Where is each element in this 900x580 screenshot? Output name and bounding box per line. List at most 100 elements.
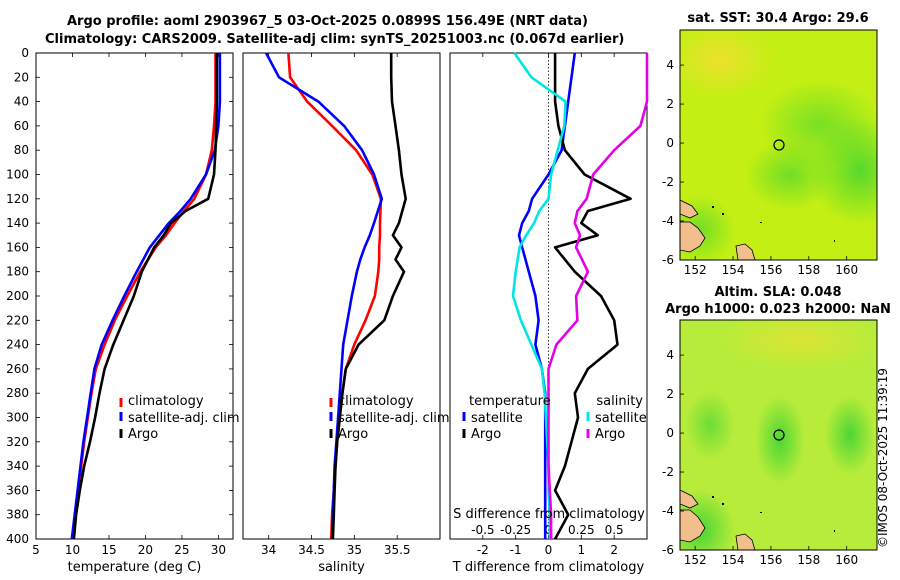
depth-tick-label: 360 (6, 483, 29, 497)
s-diff-tick-label: 0.5 (605, 523, 624, 537)
x-tick-label: 5 (32, 543, 40, 557)
legend-t-satellite-label: satellite (471, 411, 523, 426)
depth-tick-label: 200 (6, 289, 29, 303)
depth-tick-label: 0 (21, 46, 29, 60)
sst-cool-patch (810, 115, 877, 225)
legend-climatology-label: climatology (338, 394, 414, 409)
figure-title-line1: Argo profile: aoml 2903967_5 03-Oct-2025… (67, 14, 588, 29)
land-coastline (680, 489, 699, 509)
difference-panel: -2 -1 0 1 2 -0.5 -0.25 0 0.25 0.5 T difference f… (449, 52, 649, 575)
legend-salinity-title: salinity (596, 394, 643, 409)
island (760, 222, 762, 223)
depth-tick-label: 300 (6, 411, 29, 425)
depth-tick-label: 280 (6, 386, 29, 400)
lat-tick-label: 0 (666, 136, 674, 150)
series-s-argo (547, 53, 649, 539)
salinity-series (264, 52, 408, 540)
depth-tick-label: 140 (6, 216, 29, 230)
sst-warm-patch (680, 30, 775, 100)
lat-tick-label: -6 (662, 253, 674, 267)
sst-map-title: sat. SST: 30.4 Argo: 29.6 (687, 11, 868, 26)
sla-map-axes: 152 154 156 158 160 4 2 0 -2 -4 -6 (662, 348, 858, 567)
x-tick-label: 30 (211, 543, 226, 557)
depth-tick-label: 40 (14, 95, 29, 109)
depth-tick-label: 240 (6, 338, 29, 352)
legend-satellite-label: satellite-adj. clim (128, 411, 240, 426)
x-tick-label: 25 (174, 543, 189, 557)
sla-low-patch (685, 390, 735, 460)
salinity-plot-frame (242, 52, 441, 540)
lat-tick-label: -6 (662, 543, 674, 557)
lat-tick-label: -4 (662, 214, 674, 228)
x-tick-label: 35 (347, 543, 362, 557)
s-diff-tick-label: -0.25 (500, 523, 531, 537)
land-coastline (735, 243, 756, 260)
depth-tick-label: 100 (6, 168, 29, 182)
depth-tick-label: 380 (6, 508, 29, 522)
lat-tick-label: -2 (662, 465, 674, 479)
sla-map-title: Altim. SLA: 0.048 (715, 285, 842, 300)
temperature-series (70, 53, 222, 540)
lon-tick-label: 156 (759, 553, 782, 567)
salinity-legend: climatology satellite-adj. clim Argo (329, 394, 450, 442)
x-tick-label: 20 (138, 543, 153, 557)
difference-legend: temperature salinity satellite Argo sate… (462, 394, 647, 442)
legend-s-satellite-label: satellite (595, 411, 647, 426)
lat-tick-label: 4 (666, 348, 674, 362)
s-diff-tick-label: 0.25 (568, 523, 595, 537)
island (722, 503, 724, 505)
lon-tick-label: 158 (797, 553, 820, 567)
sst-map-frame (679, 29, 878, 261)
island (834, 240, 835, 242)
series-argo (331, 53, 408, 540)
x-tick-label: -2 (477, 543, 489, 557)
depth-tick-label: 260 (6, 362, 29, 376)
x-tick-label: -1 (510, 543, 522, 557)
land-coastline (735, 533, 756, 550)
x-tick-label: 1 (578, 543, 586, 557)
copyright-stamp-text: ©IMOS 08-Oct-2025 11:39:19 (876, 367, 890, 548)
island (712, 206, 714, 208)
argo-location-marker (773, 429, 785, 441)
x-tick-label: 34.5 (298, 543, 325, 557)
legend-climatology-label: climatology (128, 394, 204, 409)
depth-tick-label: 400 (6, 532, 29, 546)
lat-tick-label: 0 (666, 426, 674, 440)
legend-s-argo-label: Argo (595, 427, 625, 442)
s-diff-tick-label: -0.5 (471, 523, 494, 537)
depth-axis: 0 20 40 60 80 100 120 140 160 180 200 220 240 260 280 3… (6, 46, 647, 546)
lon-tick-label: 160 (835, 263, 858, 277)
t-difference-axis-label: T difference from climatology (452, 560, 645, 575)
sla-map-subtitle: Argo h1000: 0.023 h2000: NaN (665, 302, 891, 317)
x-tick-label: 10 (65, 543, 80, 557)
temperature-panel: 0204060801001201401601802002202402602803… (6, 46, 647, 575)
sst-map: sat. SST: 30.4 Argo: 29.6 152 154 156 158 16… (662, 11, 878, 277)
island (834, 530, 835, 532)
temperature-legend: climatology satellite-adj. clim Argo (119, 394, 240, 442)
temperature-axis-label: temperature (deg C) (68, 560, 202, 575)
x-tick-label: 35.5 (384, 543, 411, 557)
depth-tick-label: 20 (14, 70, 29, 84)
land-coastline (680, 509, 706, 543)
lon-tick-label: 152 (684, 553, 707, 567)
depth-tick-label: 220 (6, 313, 29, 327)
depth-tick-label: 80 (14, 143, 29, 157)
lat-tick-label: 2 (666, 97, 674, 111)
argo-location-marker (773, 139, 785, 151)
lat-tick-label: 4 (666, 58, 674, 72)
depth-tick-label: 180 (6, 265, 29, 279)
sla-low-patch (825, 395, 875, 475)
legend-temperature-title: temperature (469, 394, 551, 409)
land-coastline (680, 221, 706, 253)
figure-title-line2: Climatology: CARS2009. Satellite-adj cli… (45, 32, 625, 47)
sla-high-patch (720, 320, 877, 370)
lat-tick-label: -2 (662, 175, 674, 189)
sla-map-frame (679, 319, 878, 551)
s-difference-axis-label: S difference from climatology (453, 507, 645, 522)
depth-tick-label: 120 (6, 192, 29, 206)
lon-tick-label: 154 (722, 553, 745, 567)
sla-map: Altim. SLA: 0.048 Argo h1000: 0.023 h200… (662, 285, 891, 567)
sst-cool-patch (680, 195, 735, 260)
island (722, 213, 724, 215)
legend-argo-label: Argo (128, 427, 158, 442)
